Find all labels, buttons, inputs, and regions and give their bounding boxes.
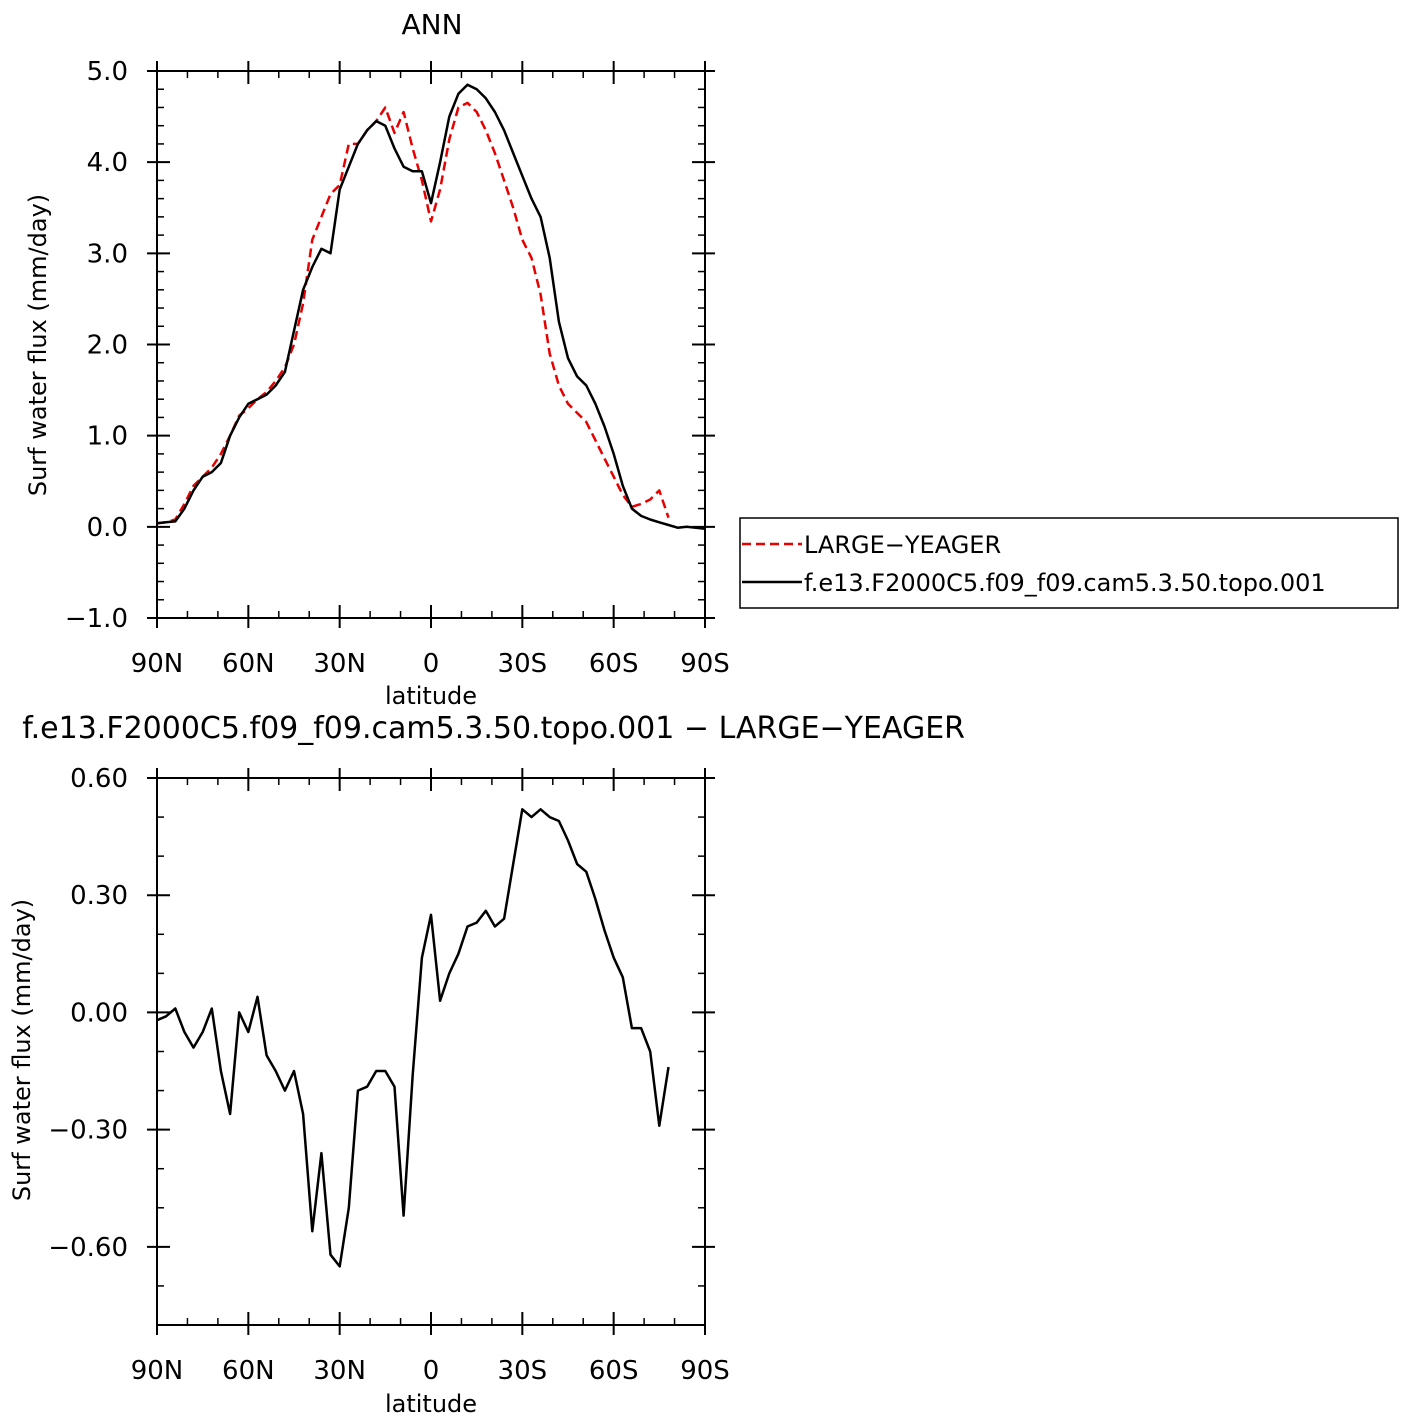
y-axis-label: Surf water flux (mm/day) (8, 899, 36, 1201)
y-tick-label: −1.0 (65, 604, 128, 634)
y-tick-label: 3.0 (87, 239, 128, 269)
x-tick-label: 90N (131, 1356, 184, 1386)
y-tick-labels: 5.0 4.0 3.0 2.0 1.0 0.0 −1.0 (65, 57, 128, 634)
series-line-0 (156, 101, 670, 525)
y-tick-label: 4.0 (87, 148, 128, 178)
x-tick-label: 30S (498, 1356, 548, 1386)
x-tick-label: 0 (423, 1356, 440, 1386)
y-axis-label: Surf water flux (mm/day) (24, 194, 52, 496)
y-tick-label: 0.30 (70, 881, 128, 911)
y-tick-label: −0.60 (48, 1233, 128, 1263)
y-tick-label: 0.0 (87, 513, 128, 543)
x-tick-label: 30N (313, 649, 366, 679)
plot-frame (156, 70, 706, 619)
legend-box (739, 517, 1399, 609)
x-tick-label: 30S (498, 649, 548, 679)
legend: LARGE−YEAGER f.e13.F2000C5.f09_f09.cam5.… (739, 517, 1399, 609)
chart-title: ANN (401, 8, 462, 41)
x-tick-label: 60S (589, 649, 639, 679)
x-tick-labels: 90N 60N 30N 0 30S 60S 90S (131, 649, 730, 679)
chart-panel-top: ANN 5.0 4.0 3.0 2.0 1.0 0.0 −1.0 90N 60N 30N 0 30S… (24, 8, 730, 710)
chart-title: f.e13.F2000C5.f09_f09.cam5.3.50.topo.001… (22, 711, 965, 746)
y-tick-label: 5.0 (87, 57, 128, 87)
x-axis-label: latitude (385, 1390, 477, 1418)
y-tick-label: 0.60 (70, 764, 128, 794)
x-axis-label: latitude (385, 682, 477, 710)
y-tick-label: −0.30 (48, 1116, 128, 1146)
axis-ticks (147, 768, 715, 1335)
x-tick-label: 60S (589, 1356, 639, 1386)
legend-label: f.e13.F2000C5.f09_f09.cam5.3.50.topo.001 (804, 569, 1326, 597)
x-tick-label: 60N (222, 649, 275, 679)
y-tick-label: 0.00 (70, 998, 128, 1028)
series-line-0 (156, 808, 670, 1268)
x-tick-label: 90S (680, 1356, 730, 1386)
x-tick-label: 0 (423, 649, 440, 679)
x-tick-labels: 90N 60N 30N 0 30S 60S 90S (131, 1356, 730, 1386)
series-line-1 (156, 83, 706, 530)
x-tick-label: 30N (313, 1356, 366, 1386)
series-group (156, 808, 670, 1268)
x-tick-label: 90S (680, 649, 730, 679)
plot-frame (156, 777, 706, 1326)
chart-panel-bottom: f.e13.F2000C5.f09_f09.cam5.3.50.topo.001… (8, 711, 965, 1418)
y-tick-labels: 0.60 0.30 0.00 −0.30 −0.60 (48, 764, 128, 1263)
y-tick-label: 1.0 (87, 422, 128, 452)
x-tick-label: 60N (222, 1356, 275, 1386)
series-group (156, 83, 706, 530)
axis-ticks (147, 61, 715, 628)
legend-label: LARGE−YEAGER (804, 531, 1001, 559)
x-tick-label: 90N (131, 649, 184, 679)
y-tick-label: 2.0 (87, 331, 128, 361)
